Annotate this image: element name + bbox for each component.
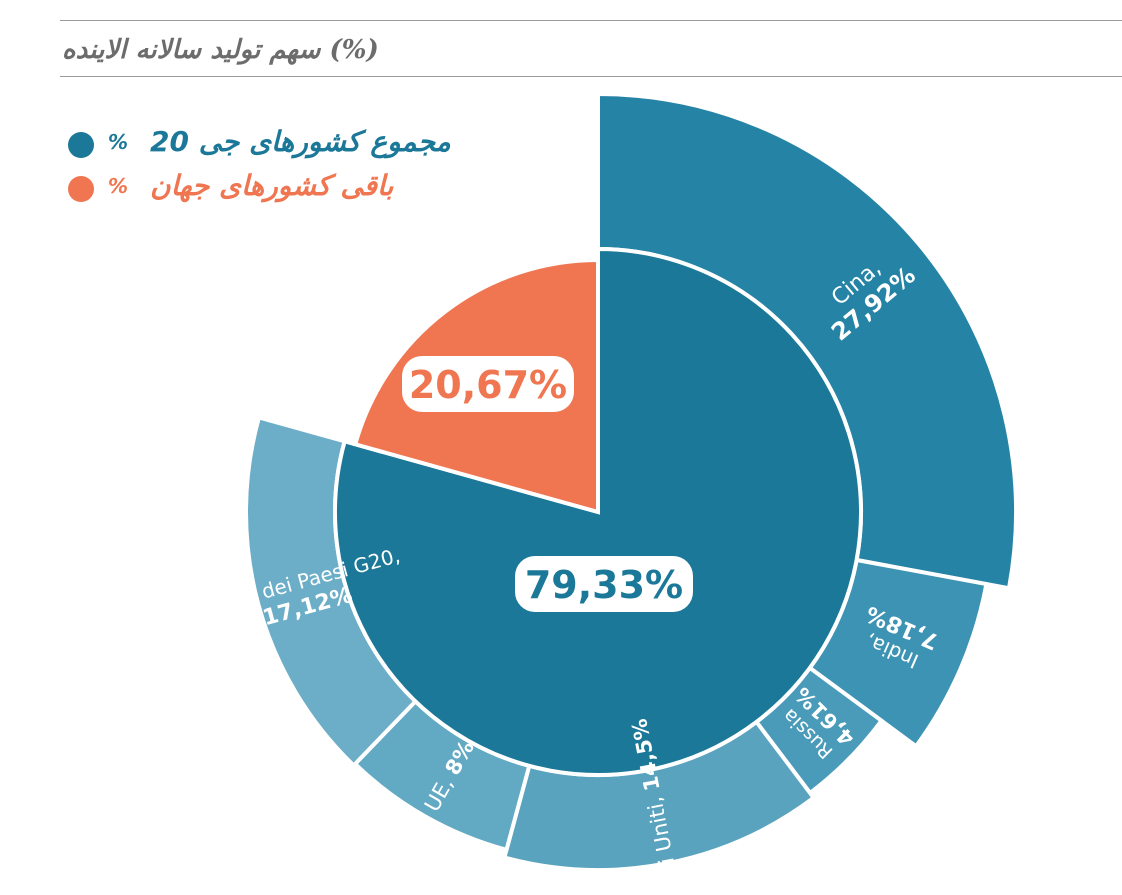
legend-swatch-rest-of-world bbox=[68, 176, 94, 202]
inner-value-g20: 79,33% bbox=[525, 563, 683, 607]
inner-badge-rest-of-world bbox=[402, 356, 574, 412]
top-rule bbox=[60, 20, 1122, 21]
bottom-rule bbox=[60, 76, 1122, 77]
legend-swatch-g20 bbox=[68, 132, 94, 158]
legend-label-rest-of-world: باقی کشورهای جهان bbox=[150, 169, 394, 202]
legend-percent-g20: % bbox=[108, 130, 129, 154]
legend-percent-rest-of-world: % bbox=[108, 174, 129, 198]
inner-value-rest-of-world: 20,67% bbox=[409, 363, 567, 407]
chart-title: سهم تولید سالانه الاینده (%) bbox=[62, 35, 379, 65]
inner-badge-g20 bbox=[515, 556, 693, 612]
legend-label-g20: مجموع کشورهای جی 20 bbox=[150, 125, 451, 158]
